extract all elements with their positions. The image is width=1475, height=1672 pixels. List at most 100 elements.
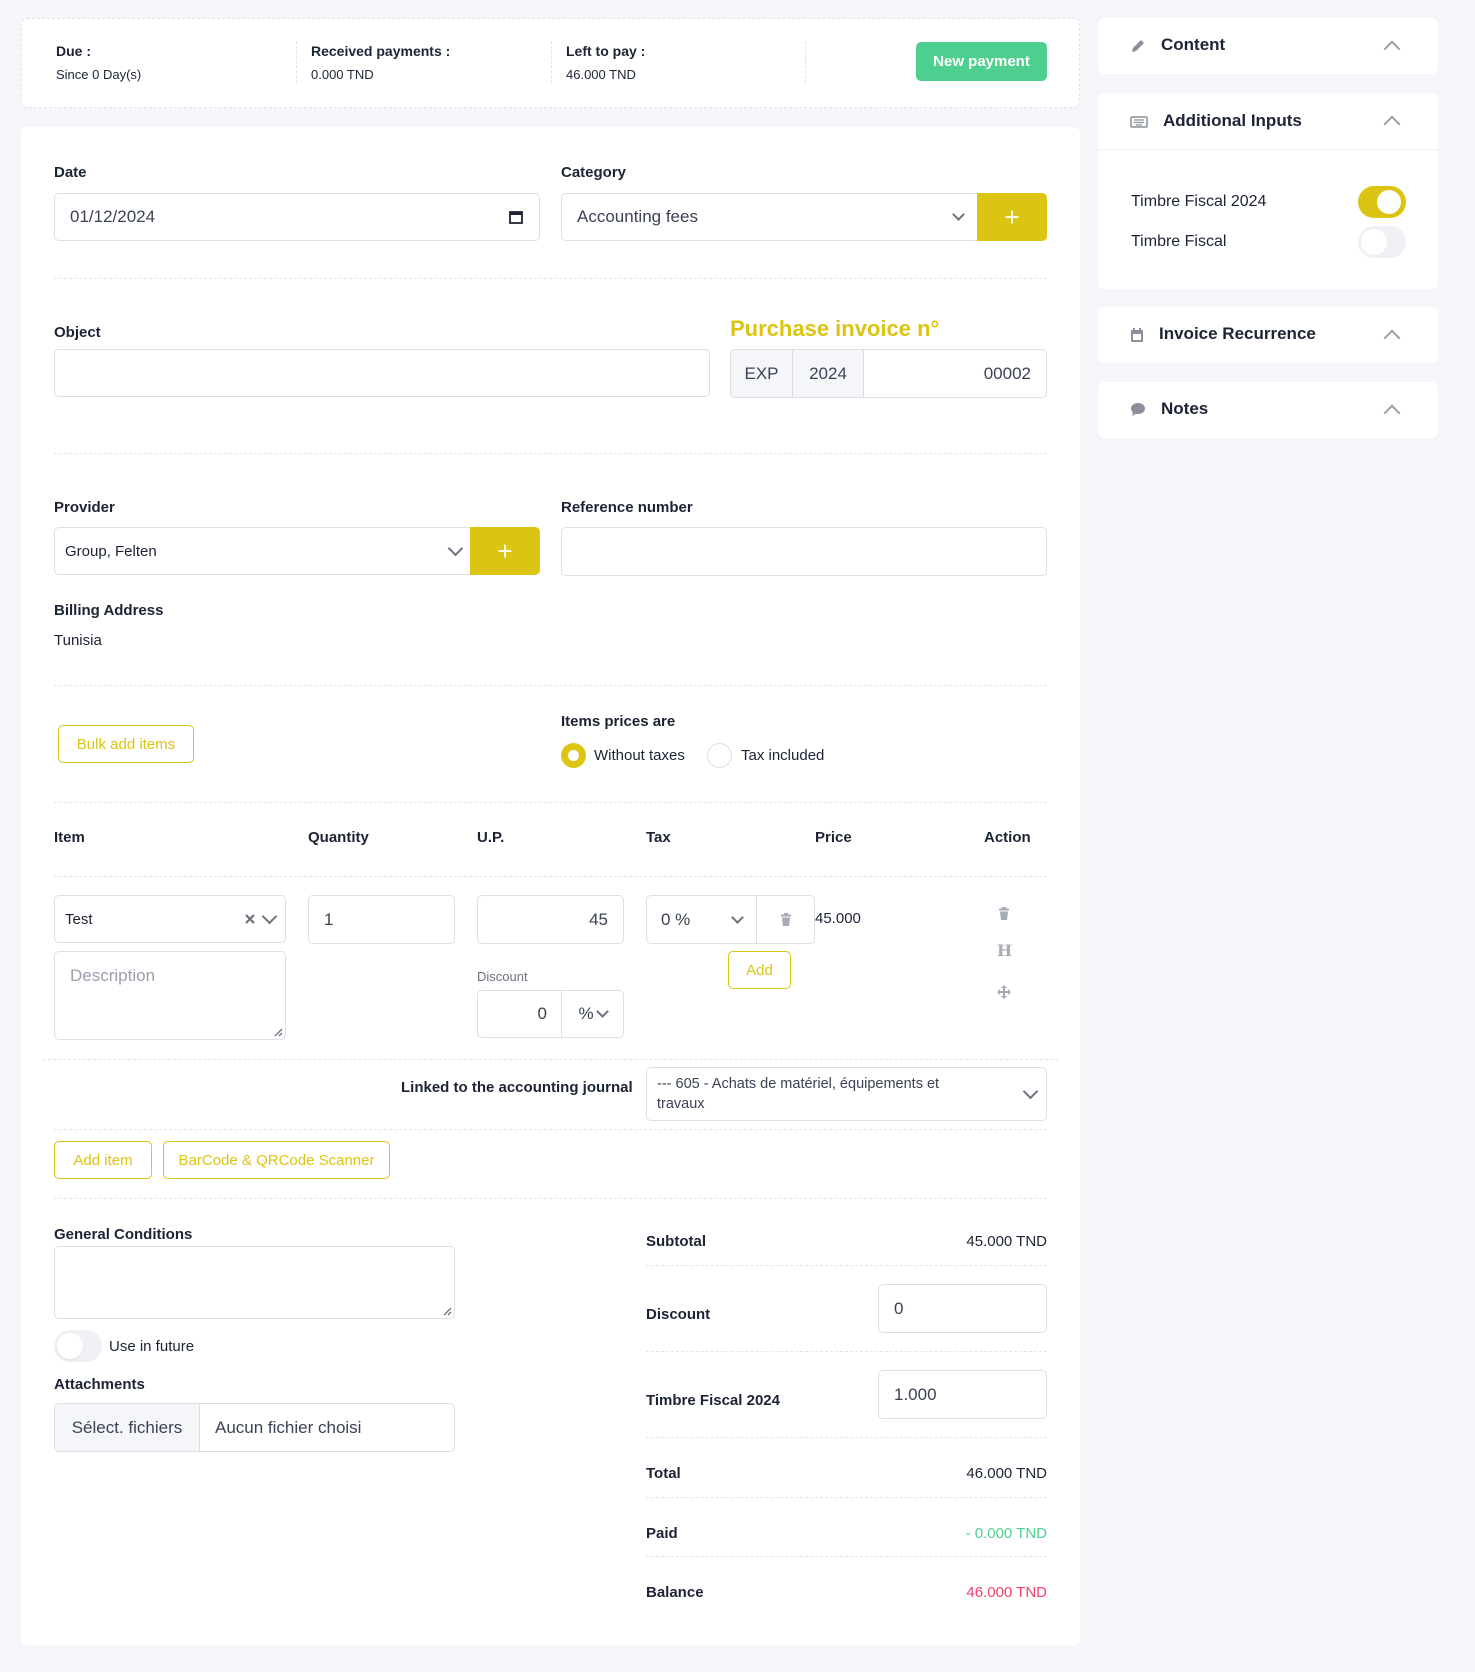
divider [551, 41, 552, 83]
keyboard-icon [1130, 116, 1148, 128]
total-value: 46.000 TND [966, 1465, 1047, 1482]
section-divider [54, 685, 1047, 686]
paid-value: - 0.000 TND [965, 1525, 1047, 1542]
discount-total-label: Discount [646, 1306, 711, 1323]
timbre-toggle[interactable] [1358, 226, 1406, 258]
totals-divider [646, 1437, 1047, 1438]
content-panel[interactable]: Content [1098, 18, 1438, 74]
totals-divider [646, 1556, 1047, 1557]
discount-unit: % [578, 1004, 594, 1023]
category-value: Accounting fees [577, 207, 698, 226]
chevron-up-icon[interactable] [1383, 329, 1401, 347]
billing-address-label: Billing Address [54, 602, 164, 619]
general-conditions-label: General Conditions [54, 1226, 193, 1243]
balance-label: Balance [646, 1584, 704, 1601]
timbre-2024-toggle[interactable] [1358, 186, 1406, 218]
choose-files-button[interactable]: Sélect. fichiers [55, 1404, 200, 1451]
item-description-input[interactable]: Description [54, 951, 286, 1040]
chevron-down-icon [952, 208, 965, 221]
tax-add-button[interactable]: Add [728, 951, 791, 989]
tax-select[interactable]: 0 % [647, 896, 757, 943]
timbre-2024-label: Timbre Fiscal 2024 [1131, 193, 1267, 210]
left-to-pay-value: 46.000 TND [566, 67, 636, 82]
clear-icon[interactable] [244, 913, 256, 925]
category-select[interactable]: Accounting fees [561, 193, 979, 241]
file-status: Aucun fichier choisi [215, 1417, 362, 1437]
reference-input[interactable] [561, 527, 1047, 576]
discount-unit-select[interactable]: % [562, 991, 623, 1037]
journal-select[interactable]: --- 605 - Achats de matériel, équipement… [646, 1067, 1047, 1121]
due-value: Since 0 Day(s) [56, 67, 142, 82]
general-conditions-input[interactable] [54, 1246, 455, 1319]
invoice-recurrence-panel[interactable]: Invoice Recurrence [1098, 307, 1438, 363]
add-item-button[interactable]: Add item [54, 1141, 152, 1179]
col-item: Item [54, 829, 85, 846]
barcode-scanner-button[interactable]: BarCode & QRCode Scanner [163, 1141, 390, 1179]
left-to-pay-label: Left to pay : [566, 43, 646, 59]
col-action: Action [984, 829, 1031, 846]
chevron-up-icon[interactable] [1383, 404, 1401, 422]
tax-group: 0 % [646, 895, 815, 944]
notes-title: Notes [1161, 399, 1209, 418]
quantity-input[interactable]: 1 [308, 895, 455, 944]
new-payment-button[interactable]: New payment [916, 42, 1047, 81]
invoice-prefix: EXP [731, 350, 793, 397]
item-price: 45.000 [815, 910, 861, 927]
item-select[interactable]: Test [54, 895, 286, 943]
chevron-down-icon [447, 540, 464, 557]
heading-icon[interactable]: H [997, 941, 1013, 960]
chevron-down-icon [261, 908, 278, 925]
tax-delete-button[interactable] [757, 896, 814, 943]
balance-value: 46.000 TND [966, 1584, 1047, 1601]
unit-price-input[interactable]: 45 [477, 895, 624, 944]
col-tax: Tax [646, 829, 671, 846]
content-title: Content [1161, 35, 1226, 54]
calendar-icon[interactable] [508, 209, 524, 225]
invoice-number-input[interactable]: 00002 [983, 363, 1031, 383]
move-icon[interactable] [996, 984, 1012, 1000]
trash-icon[interactable] [998, 907, 1010, 921]
section-divider [54, 1198, 1047, 1199]
use-in-future-toggle[interactable] [54, 1330, 102, 1362]
paid-label: Paid [646, 1525, 678, 1542]
tax-included-radio[interactable] [707, 743, 732, 768]
received-label: Received payments : [311, 43, 451, 59]
invoice-form: Date 01/12/2024 Category Accounting fees… [21, 127, 1080, 1645]
pencil-icon [1132, 40, 1144, 52]
provider-label: Provider [54, 499, 115, 516]
date-label: Date [54, 164, 87, 181]
item-value: Test [65, 910, 93, 928]
discount-input[interactable]: 0 [478, 991, 562, 1037]
subtotal-label: Subtotal [646, 1233, 706, 1250]
date-input[interactable]: 01/12/2024 [54, 193, 540, 241]
unit-price-value: 45 [589, 909, 608, 929]
chevron-down-icon [595, 1005, 609, 1018]
additional-inputs-panel: Additional Inputs Timbre Fiscal 2024 Tim… [1098, 93, 1438, 289]
chevron-up-icon[interactable] [1383, 115, 1401, 133]
plus-icon: + [497, 535, 513, 566]
discount-total-input[interactable]: 0 [878, 1284, 1047, 1333]
without-taxes-radio[interactable] [561, 743, 586, 768]
totals-divider [646, 1265, 1047, 1266]
notes-panel[interactable]: Notes [1098, 382, 1438, 438]
total-label: Total [646, 1465, 681, 1482]
payment-summary: Due : Since 0 Day(s) Received payments :… [21, 18, 1080, 108]
resize-handle-icon[interactable] [442, 1306, 452, 1316]
section-divider [54, 278, 1047, 279]
provider-select[interactable]: Group, Felten [54, 527, 472, 575]
add-category-button[interactable]: + [977, 193, 1047, 241]
invoice-recurrence-title: Invoice Recurrence [1159, 324, 1316, 343]
resize-handle-icon[interactable] [273, 1027, 283, 1037]
invoice-year: 2024 [793, 350, 864, 397]
description-placeholder: Description [70, 966, 156, 985]
timbre-total-input[interactable]: 1.000 [878, 1370, 1047, 1419]
chevron-up-icon[interactable] [1383, 40, 1401, 58]
file-input[interactable]: Sélect. fichiers Aucun fichier choisi [54, 1403, 455, 1452]
without-taxes-label: Without taxes [594, 747, 685, 764]
add-provider-button[interactable]: + [470, 527, 540, 575]
provider-value: Group, Felten [65, 542, 157, 560]
bulk-add-items-button[interactable]: Bulk add items [58, 725, 194, 763]
object-input[interactable] [54, 349, 710, 397]
attachments-label: Attachments [54, 1376, 145, 1393]
panel-divider [1098, 149, 1438, 150]
